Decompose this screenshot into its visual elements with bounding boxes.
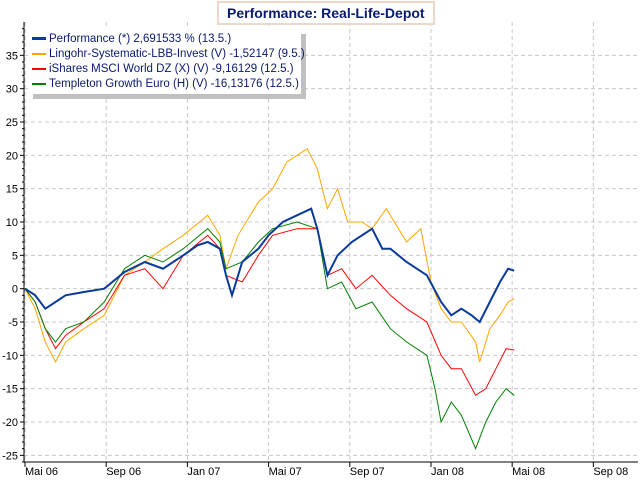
y-tick-label: 25 [6,117,18,129]
y-tick-label: 10 [6,217,18,229]
y-tick-label: 30 [6,84,18,96]
y-tick-label: 35 [6,50,18,62]
y-tick-label: 20 [6,150,18,162]
legend-item-ishares[interactable]: iShares MSCI World DZ (X) (V) -9,16129 (… [32,61,297,76]
x-tick-label: Mai 08 [512,466,545,478]
legend-label: iShares MSCI World DZ (X) (V) -9,16129 (… [49,62,294,75]
y-tick-label: 0 [12,284,18,296]
series-line-red [24,228,515,397]
series-line-performance [24,207,515,324]
series-line-green [24,221,515,451]
x-tick-label: Sep 08 [593,466,628,478]
x-tick-label: Mai 06 [25,466,58,478]
y-tick-label: 5 [12,250,18,262]
x-tick-label: Mai 07 [269,466,302,478]
legend-swatch [32,52,46,55]
y-tick-label: -20 [2,417,18,429]
x-tick-label: Sep 06 [106,466,141,478]
legend-label: Lingohr-Systematic-LBB-Invest (V) -1,521… [49,47,305,60]
legend-swatch [32,37,46,40]
legend-swatch [32,82,46,85]
legend-label: Performance (*) 2,691533 % (13.5.) [49,32,232,45]
y-tick-label: -25 [2,450,18,462]
series-line-orange [24,147,515,364]
x-tick-label: Jan 08 [431,466,464,478]
x-tick-label: Jan 07 [187,466,220,478]
legend-item-lingohr[interactable]: Lingohr-Systematic-LBB-Invest (V) -1,521… [32,46,305,61]
y-tick-label: 15 [6,184,18,196]
y-tick-label: -5 [8,317,18,329]
legend: Performance (*) 2,691533 % (13.5.) Lingo… [28,29,305,94]
legend-item-performance[interactable]: Performance (*) 2,691533 % (13.5.) [32,31,297,46]
legend-swatch [32,67,46,70]
x-tick-label: Sep 07 [350,466,385,478]
y-tick-label: -10 [2,350,18,362]
legend-item-templeton[interactable]: Templeton Growth Euro (H) (V) -16,13176 … [32,76,299,91]
legend-label: Templeton Growth Euro (H) (V) -16,13176 … [49,77,299,90]
chart-title: Performance: Real-Life-Depot [217,1,435,25]
y-tick-label: -15 [2,384,18,396]
